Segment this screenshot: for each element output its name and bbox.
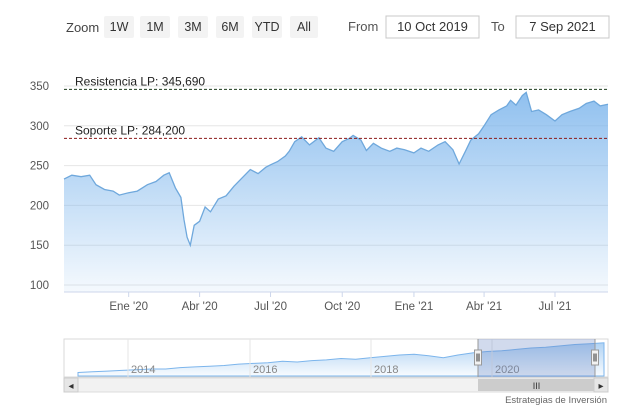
- support-label: Soporte LP: 284,200: [75, 123, 185, 137]
- scroll-left-icon: ◂: [68, 381, 73, 392]
- y-tick-label: 300: [30, 121, 49, 133]
- navigator-handle-left[interactable]: [474, 349, 482, 366]
- from-label: From: [348, 19, 378, 34]
- scroll-right-button[interactable]: [593, 377, 609, 393]
- navigator-selected-range[interactable]: [478, 339, 595, 377]
- x-tick-label: Ene '21: [395, 301, 434, 313]
- reference-lines: Resistencia LP: 345,690 Soporte LP: 284,2…: [64, 74, 608, 139]
- chart-credit: Estrategias de Inversión: [505, 395, 607, 406]
- to-label: To: [491, 19, 505, 34]
- y-tick-label: 100: [30, 280, 49, 292]
- from-date-input[interactable]: [385, 15, 480, 39]
- zoom-button-6m[interactable]: 6M: [216, 16, 244, 38]
- y-axis-ticks: 100 150 200 250 300 350: [30, 81, 49, 292]
- zoom-button-label: 3M: [184, 20, 201, 34]
- scrollbar-grip-icon: III: [533, 381, 541, 391]
- scrollbar[interactable]: ◂ III ▸: [63, 377, 609, 393]
- zoom-button-all[interactable]: All: [290, 16, 318, 38]
- scrollbar-thumb[interactable]: [478, 379, 595, 391]
- y-tick-label: 200: [30, 200, 49, 212]
- navigator-area: [77, 342, 605, 377]
- navigator-year-labels: 2014 2016 2018 2020: [127, 339, 519, 377]
- zoom-button-label: 1W: [110, 20, 129, 34]
- scroll-right-icon: ▸: [598, 381, 603, 392]
- zoom-button-3m[interactable]: 3M: [178, 16, 208, 38]
- y-tick-label: 250: [30, 161, 49, 173]
- zoom-button-label: 6M: [221, 20, 238, 34]
- zoom-button-label: YTD: [255, 20, 280, 34]
- price-line: [63, 91, 609, 248]
- y-tick-label: 350: [30, 81, 49, 93]
- navigator-year-label: 2020: [495, 364, 519, 376]
- to-date-input[interactable]: [515, 15, 610, 39]
- zoom-button-ytd[interactable]: YTD: [252, 16, 282, 38]
- resistance-label: Resistencia LP: 345,690: [75, 74, 205, 88]
- to-date-value: 7 Sep 2021: [529, 19, 596, 34]
- navigator-year-label: 2016: [253, 364, 277, 376]
- navigator-handle-right[interactable]: [591, 349, 599, 366]
- zoom-button-1w[interactable]: 1W: [104, 16, 134, 38]
- zoom-label: Zoom: [66, 20, 99, 35]
- navigator-year-label: 2014: [131, 364, 155, 376]
- x-tick-label: Jul '21: [539, 301, 572, 313]
- from-date-value: 10 Oct 2019: [397, 19, 468, 34]
- navigator[interactable]: 2014 2016 2018 2020: [63, 338, 609, 378]
- y-tick-label: 150: [30, 240, 49, 252]
- x-tick-label: Abr '20: [182, 301, 218, 313]
- zoom-buttons: 1W 1M 3M 6M YTD All: [104, 16, 318, 38]
- zoom-button-label: All: [297, 20, 311, 34]
- navigator-year-label: 2018: [374, 364, 398, 376]
- zoom-button-1m[interactable]: 1M: [140, 16, 170, 38]
- x-tick-label: Jul '20: [254, 301, 287, 313]
- scroll-left-button[interactable]: [63, 377, 79, 393]
- x-tick-label: Ene '20: [109, 301, 148, 313]
- price-area: [64, 92, 608, 293]
- x-tick-label: Oct '20: [324, 301, 360, 313]
- zoom-button-label: 1M: [146, 20, 163, 34]
- x-axis-ticks: Ene '20 Abr '20 Jul '20 Oct '20 Ene '21 Abr '…: [109, 292, 571, 313]
- x-tick-label: Abr '21: [466, 301, 502, 313]
